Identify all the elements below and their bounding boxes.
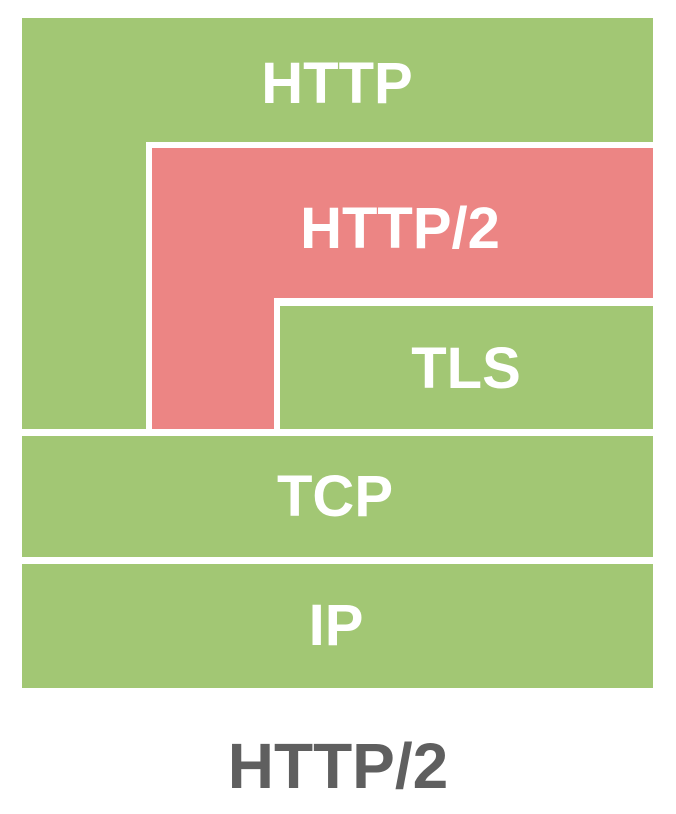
- tls-label: TLS: [411, 336, 521, 401]
- tcp-label: TCP: [277, 464, 393, 529]
- http-layer-top: [22, 18, 653, 142]
- diagram-caption: HTTP/2: [227, 730, 449, 802]
- http-label: HTTP: [261, 51, 413, 116]
- http2-layer-top: [152, 148, 653, 298]
- tls-layer: [280, 306, 653, 429]
- ip-layer: [22, 564, 653, 688]
- http2-label: HTTP/2: [300, 196, 500, 261]
- ip-label: IP: [308, 593, 364, 658]
- tcp-layer: [22, 436, 653, 557]
- http-layer-side: [22, 142, 146, 429]
- http2-layer-side: [152, 298, 274, 429]
